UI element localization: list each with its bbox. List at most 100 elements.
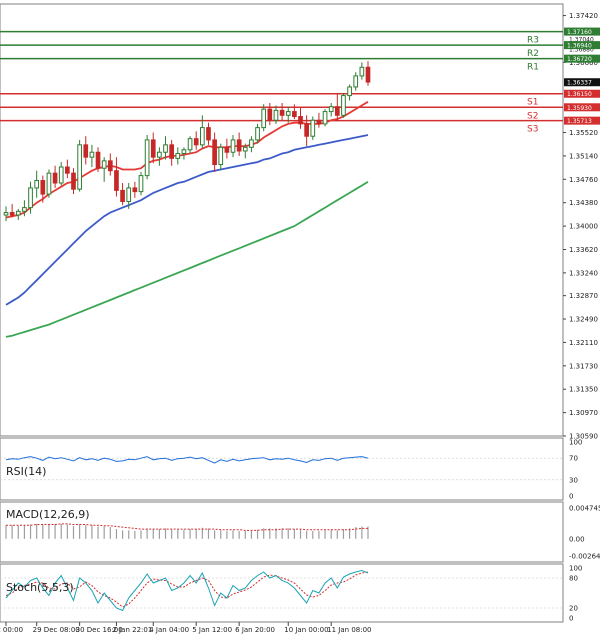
candle-body <box>218 146 224 166</box>
pivot-price-label: 1.36940 <box>567 43 592 50</box>
candle-body <box>107 160 113 172</box>
price-tick-label: 1.35140 <box>569 152 598 160</box>
candle-body <box>120 189 125 202</box>
macd-pane-frame <box>0 501 564 563</box>
pivot-price-tag <box>564 41 600 50</box>
pivot-price-label: 1.35930 <box>567 105 592 112</box>
candle-body <box>353 75 359 88</box>
candle-body <box>175 152 181 159</box>
stoch-k-line <box>5 569 369 612</box>
candle-body <box>52 172 58 184</box>
price-tick-label: 1.31730 <box>569 362 598 370</box>
stoch-tick-label: 20 <box>569 605 578 613</box>
candle-body <box>15 210 21 216</box>
macd-tick-label: 0.00 <box>569 535 585 543</box>
rsi-tick-label: 100 <box>569 439 582 447</box>
candle-body <box>95 151 101 169</box>
stoch-label: Stoch(5,5,3) <box>6 581 74 594</box>
candle-body <box>273 109 279 121</box>
pivot-name-s2: S2 <box>527 111 538 121</box>
rsi-tick-label: 70 <box>569 455 578 463</box>
candle-body <box>71 172 76 190</box>
candle-body <box>65 166 70 174</box>
candle-body <box>101 160 107 169</box>
candle-body <box>322 111 328 125</box>
candle-body <box>163 144 168 153</box>
pivot-price-label: 1.37160 <box>567 29 592 36</box>
candle-body <box>28 187 33 209</box>
price-tick-label: 1.30590 <box>569 433 598 441</box>
candle-body <box>114 170 119 191</box>
candle-body <box>206 127 211 141</box>
price-tick-label: 1.34760 <box>569 176 598 184</box>
price-tick-label: 1.33620 <box>569 246 598 254</box>
price-tick-label: 1.36660 <box>569 59 598 67</box>
price-tick-label: 1.30970 <box>569 409 598 417</box>
time-tick-label: 28 Dec 00:00 <box>0 626 23 634</box>
price-tick-label: 1.34000 <box>569 223 598 231</box>
rsi-line <box>5 456 369 464</box>
candle-body <box>187 138 193 151</box>
price-tick-label: 1.37420 <box>569 12 598 20</box>
price-tick-label: 1.32490 <box>569 316 598 324</box>
price-tick-label: 1.36880 <box>569 46 594 53</box>
candle-body <box>236 139 242 152</box>
candle-body <box>249 139 254 148</box>
price-tick-label: 1.32870 <box>569 292 598 300</box>
macd-tick-label: 0.004745 <box>569 505 600 513</box>
price-tick-label: 1.35520 <box>569 129 598 137</box>
candle-body <box>310 119 316 137</box>
rsi-pane-frame <box>0 437 564 501</box>
candle-body <box>304 123 309 137</box>
time-tick-label: 30 Dec 16:00 <box>76 626 123 634</box>
pivot-price-label: 1.35713 <box>567 118 592 125</box>
candle-body <box>89 151 95 158</box>
candle-body <box>144 139 150 177</box>
pivot-name-s3: S3 <box>527 125 538 135</box>
candle-body <box>22 207 27 212</box>
candle-body <box>255 127 260 141</box>
macd-signal-line <box>6 523 368 531</box>
candle-body <box>132 187 138 193</box>
candle-body <box>347 86 352 97</box>
pivot-name-r3: R3 <box>527 36 539 46</box>
price-tick-label: 1.37040 <box>569 36 594 43</box>
time-tick-label: 11 Jan 08:00 <box>327 626 371 634</box>
candle-body <box>359 66 365 77</box>
current-price-tag <box>564 78 600 87</box>
price-tick-label: 1.34380 <box>569 199 598 207</box>
candle-body <box>279 109 285 116</box>
candle-body <box>199 127 205 146</box>
candle-body <box>126 187 132 202</box>
candle-body <box>261 108 267 129</box>
time-tick-label: 4 Jan 04:00 <box>149 626 189 634</box>
candle-body <box>224 146 230 153</box>
candle-body <box>365 66 371 83</box>
pivot-price-tag <box>564 89 600 98</box>
stoch-pane-frame <box>0 563 564 623</box>
pivot-name-r1: R1 <box>527 63 539 73</box>
candle-body <box>83 144 89 158</box>
candle-body <box>298 116 303 125</box>
candle-body <box>242 146 248 152</box>
candle-body <box>193 138 199 146</box>
rsi-label: RSI(14) <box>6 465 46 478</box>
time-tick-label: 2 Jan 22:01 <box>112 626 152 634</box>
candle-body <box>150 139 156 158</box>
ma-mid-line <box>5 134 369 306</box>
macd-label: MACD(12,26,9) <box>6 508 90 521</box>
candle-body <box>181 149 187 154</box>
pivot-name-s1: S1 <box>527 98 538 108</box>
candle-body <box>328 106 334 113</box>
macd-tick-label: -0.002647 <box>569 553 600 561</box>
pivot-price-tag <box>564 27 600 36</box>
time-tick-label: 6 Jan 20:00 <box>235 626 275 634</box>
stoch-tick-label: 100 <box>569 565 582 573</box>
rsi-tick-label: 30 <box>569 476 578 484</box>
candle-body <box>292 111 297 118</box>
pivot-price-tag <box>564 116 600 125</box>
candle-body <box>341 95 346 116</box>
candle-body <box>77 144 82 190</box>
